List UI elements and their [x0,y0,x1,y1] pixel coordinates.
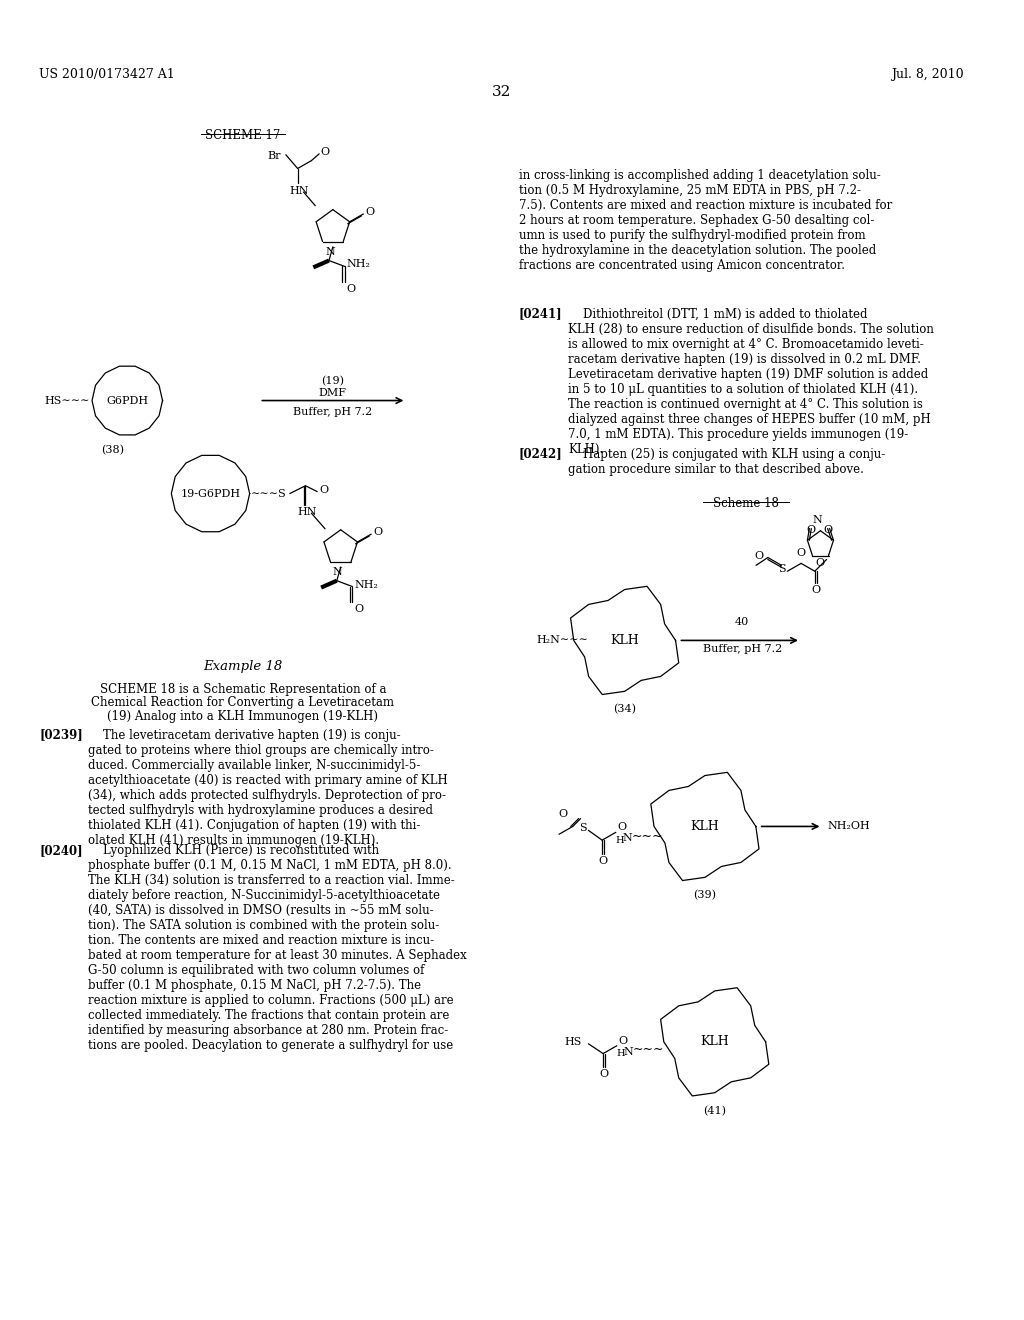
Text: G6PDH: G6PDH [106,396,148,405]
Text: Lyophilized KLH (Pierce) is reconstituted with
phosphate buffer (0.1 M, 0.15 M N: Lyophilized KLH (Pierce) is reconstitute… [88,843,467,1052]
Text: (41): (41) [703,1105,726,1115]
Text: SCHEME 17: SCHEME 17 [205,129,281,143]
Text: Hapten (25) is conjugated with KLH using a conju-
gation procedure similar to th: Hapten (25) is conjugated with KLH using… [568,447,885,475]
Text: KLH: KLH [690,820,719,833]
Text: O: O [815,557,824,568]
Text: O: O [599,855,607,866]
Text: 19-G6PDH: 19-G6PDH [180,488,241,499]
Text: ∼∼∼: ∼∼∼ [632,830,663,842]
Text: 40: 40 [735,616,750,627]
Text: O: O [321,147,330,157]
Text: HS∼∼∼: HS∼∼∼ [44,396,89,405]
Text: KLH: KLH [610,634,639,647]
Text: KLH: KLH [700,1035,729,1048]
Text: in cross-linking is accomplished adding 1 deacetylation solu-
tion (0.5 M Hydrox: in cross-linking is accomplished adding … [519,169,892,272]
Text: H: H [615,836,625,845]
Text: O: O [319,484,329,495]
Text: S: S [778,564,785,574]
Text: (19) Analog into a KLH Immunogen (19-KLH): (19) Analog into a KLH Immunogen (19-KLH… [108,710,378,723]
Text: HN: HN [290,186,309,197]
Text: [0242]: [0242] [519,447,562,461]
Text: Jul. 8, 2010: Jul. 8, 2010 [891,67,964,81]
Text: Scheme 18: Scheme 18 [713,498,779,511]
Text: N: N [333,568,343,577]
Text: N: N [623,833,633,843]
Text: O: O [823,525,833,536]
Text: The levetiracetam derivative hapten (19) is conju-
gated to proteins where thiol: The levetiracetam derivative hapten (19)… [88,729,447,846]
Text: (34): (34) [613,704,636,714]
Text: Buffer, pH 7.2: Buffer, pH 7.2 [702,644,781,655]
Text: O: O [617,822,627,833]
Text: O: O [599,1069,608,1080]
Text: (19): (19) [322,376,344,385]
Text: O: O [366,207,375,216]
Text: ∼∼∼S: ∼∼∼S [251,488,287,499]
Text: O: O [618,1036,628,1045]
Text: (38): (38) [101,445,124,455]
Text: N: N [325,247,335,257]
Text: [0241]: [0241] [519,308,562,321]
Text: O: O [807,525,816,536]
Text: US 2010/0173427 A1: US 2010/0173427 A1 [39,67,175,81]
Text: 32: 32 [492,86,511,99]
Text: S: S [579,824,587,833]
Text: O: O [797,549,806,558]
Text: NH₂: NH₂ [346,260,371,269]
Text: N: N [624,1047,634,1056]
Text: N: N [813,515,822,525]
Text: (39): (39) [693,890,717,900]
Text: SCHEME 18 is a Schematic Representation of a: SCHEME 18 is a Schematic Representation … [99,682,386,696]
Text: DMF: DMF [318,388,347,397]
Text: O: O [346,284,355,294]
Text: H₂N∼∼∼: H₂N∼∼∼ [537,635,589,645]
Text: O: O [811,585,820,595]
Text: O: O [558,809,567,818]
Text: H: H [616,1049,626,1059]
Text: Example 18: Example 18 [203,660,283,673]
Text: Dithiothreitol (DTT, 1 mM) is added to thiolated
KLH (28) to ensure reduction of: Dithiothreitol (DTT, 1 mM) is added to t… [568,308,934,455]
Text: [0239]: [0239] [39,729,83,742]
Text: HS: HS [564,1036,582,1047]
Text: Buffer, pH 7.2: Buffer, pH 7.2 [293,408,373,417]
Text: HN: HN [298,507,317,517]
Text: ∼∼∼: ∼∼∼ [633,1043,664,1056]
Text: O: O [755,550,764,561]
Text: O: O [373,527,382,537]
Text: O: O [354,605,364,614]
Text: NH₂: NH₂ [354,579,378,590]
Text: NH₂OH: NH₂OH [827,821,870,832]
Text: Br: Br [267,150,281,161]
Text: Chemical Reaction for Converting a Levetiracetam: Chemical Reaction for Converting a Levet… [91,696,394,709]
Text: [0240]: [0240] [39,843,83,857]
